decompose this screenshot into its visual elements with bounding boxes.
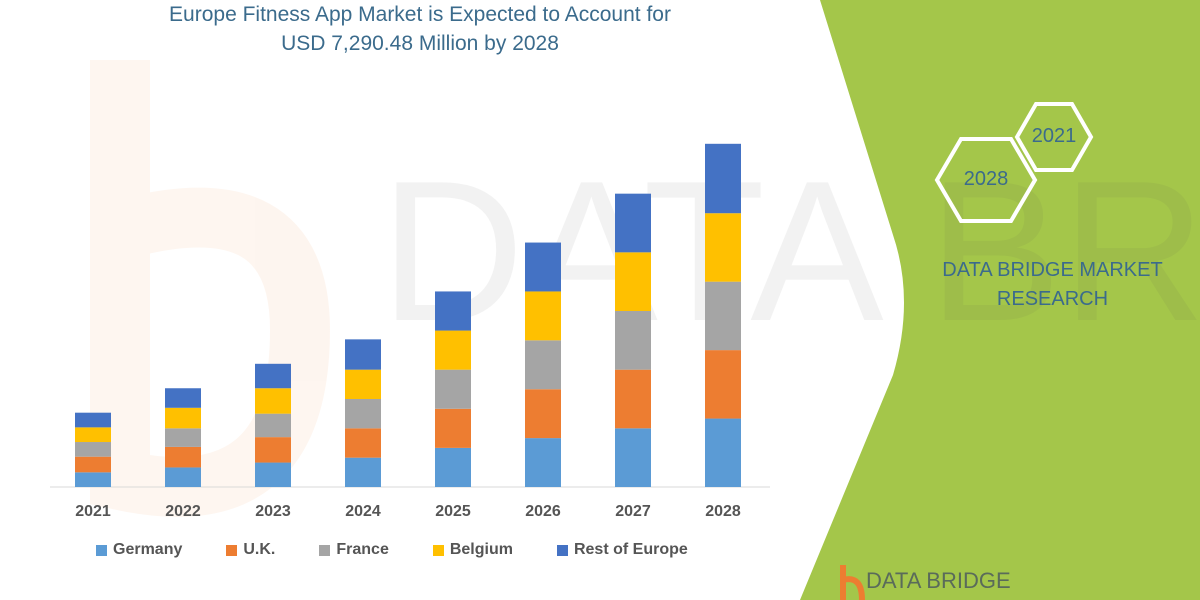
svg-text:DATA BRIDGE: DATA BRIDGE: [380, 140, 1200, 363]
bar-2027-france: [615, 311, 651, 370]
bar-2021-u-k-: [75, 456, 111, 473]
hexagon-2028: [934, 137, 1038, 223]
x-tick-label: 2024: [345, 503, 381, 520]
hex-label-2021: 2021: [1031, 125, 1077, 147]
bar-2027-germany: [615, 428, 651, 487]
legend-swatch: [226, 544, 238, 556]
bar-2028-france: [705, 281, 741, 351]
bar-2021-germany: [75, 472, 111, 487]
bar-2021-france: [75, 442, 111, 457]
green-panel: [800, 0, 1200, 600]
bar-2026-rest-of-europe: [525, 242, 561, 292]
bar-2021-rest-of-europe: [75, 412, 111, 428]
legend-swatch: [432, 544, 444, 556]
bar-2025-france: [435, 369, 471, 409]
legend-label: Rest of Europe: [573, 541, 688, 558]
chart-title: Europe Fitness App Market is Expected to…: [60, 0, 780, 58]
hexagon-2021: [1014, 102, 1094, 172]
bar-2023-rest-of-europe: [255, 363, 291, 389]
legend: Germany U.K. France Belgium Rest of Europe: [96, 541, 732, 559]
brand-line-1: DATA BRIDGE MARKET: [942, 259, 1163, 281]
bar-2021-belgium: [75, 427, 111, 443]
logo-text: DATA BRIDGE: [866, 568, 1011, 593]
x-tick-label: 2026: [525, 503, 561, 520]
legend-swatch: [319, 544, 331, 556]
bar-2023-u-k-: [255, 437, 291, 463]
logo-icon: [840, 565, 865, 600]
legend-label: U.K.: [243, 541, 276, 558]
bar-2027-u-k-: [615, 369, 651, 429]
bar-2028-rest-of-europe: [705, 143, 741, 214]
bar-2027-belgium: [615, 252, 651, 311]
bar-2024-rest-of-europe: [345, 339, 381, 370]
bar-2023-belgium: [255, 388, 291, 414]
x-tick-label: 2025: [435, 503, 471, 520]
title-line-2: USD 7,290.48 Million by 2028: [281, 32, 559, 55]
bar-2022-u-k-: [165, 446, 201, 468]
bar-2022-germany: [165, 467, 201, 487]
bar-2023-france: [255, 413, 291, 438]
brand-text: DATA BRIDGE MARKET RESEARCH: [920, 256, 1185, 314]
bar-2026-belgium: [525, 291, 561, 341]
bar-2027-rest-of-europe: [615, 193, 651, 253]
bar-2025-rest-of-europe: [435, 291, 471, 331]
bar-2023-germany: [255, 462, 291, 487]
legend-swatch: [96, 544, 107, 556]
bar-2024-germany: [345, 457, 381, 487]
legend-item: Belgium: [432, 541, 513, 559]
x-tick-label: 2021: [75, 503, 111, 520]
bar-2024-u-k-: [345, 428, 381, 458]
bar-2025-belgium: [435, 330, 471, 370]
watermark: DATA BRIDGE: [90, 60, 1200, 517]
legend-item: Germany: [96, 541, 182, 559]
hex-label-2028: 2028: [963, 168, 1009, 190]
bar-2022-belgium: [165, 407, 201, 429]
legend-label: France: [336, 541, 389, 558]
x-tick-label: 2022: [165, 503, 201, 520]
legend-label: Belgium: [449, 541, 513, 558]
legend-item: France: [319, 541, 389, 559]
bar-2028-belgium: [705, 213, 741, 282]
title-line-1: Europe Fitness App Market is Expected to…: [169, 3, 671, 26]
legend-label: Germany: [113, 541, 183, 558]
bar-2022-rest-of-europe: [165, 388, 201, 408]
legend-item: U.K.: [226, 541, 275, 559]
bar-2028-u-k-: [705, 350, 741, 419]
bar-2026-u-k-: [525, 389, 561, 439]
bar-2028-germany: [705, 418, 741, 487]
bar-2022-france: [165, 428, 201, 447]
x-tick-label: 2023: [255, 503, 291, 520]
legend-item: Rest of Europe: [556, 541, 688, 559]
legend-swatch: [556, 544, 568, 556]
bar-2025-u-k-: [435, 408, 471, 448]
bar-2024-belgium: [345, 369, 381, 399]
bars: [75, 143, 741, 487]
bar-2026-france: [525, 340, 561, 390]
bar-2026-germany: [525, 438, 561, 487]
bar-2025-germany: [435, 447, 471, 487]
brand-line-2: RESEARCH: [996, 288, 1109, 310]
x-tick-label: 2027: [615, 503, 651, 520]
x-tick-label: 2028: [705, 503, 741, 520]
bar-2024-france: [345, 399, 381, 429]
